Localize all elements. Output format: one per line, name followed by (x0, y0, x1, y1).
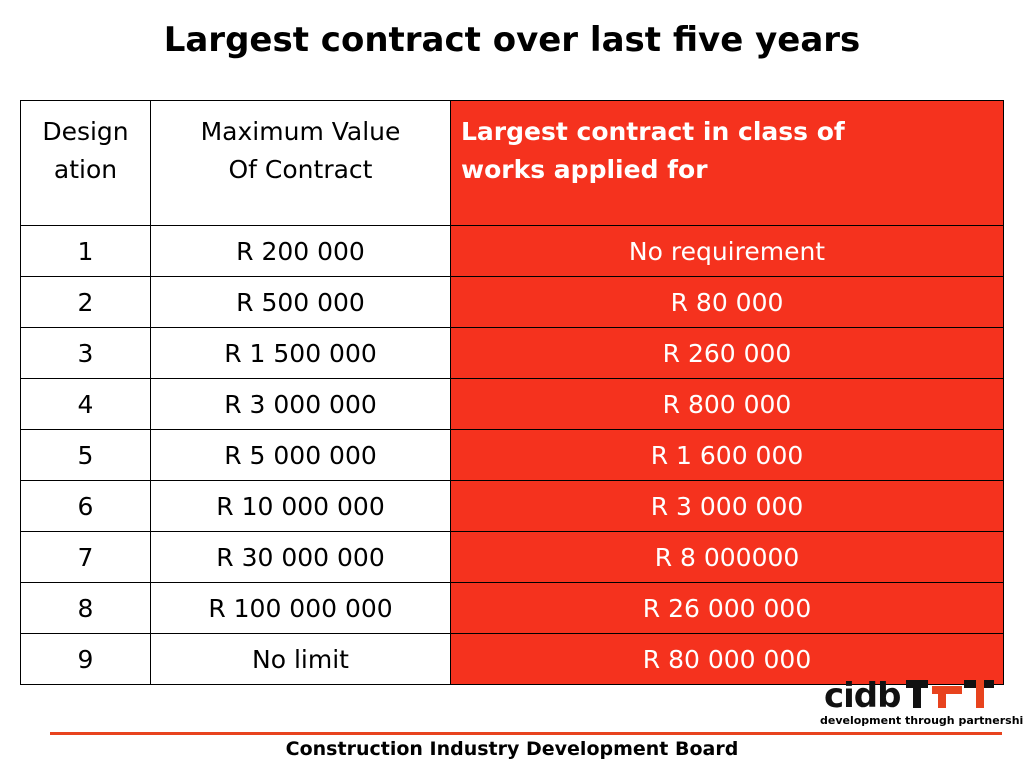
logo: cidb development through partnership (820, 676, 1024, 728)
table-cell: R 260 000 (450, 327, 1004, 379)
header-line: Design (42, 117, 129, 146)
table-cell: R 80 000 (450, 276, 1004, 328)
table-cell: R 8 000000 (450, 531, 1004, 583)
header-cell: Largest contract in class of works applie… (450, 100, 1004, 226)
header-line: ation (53, 155, 118, 184)
logo-block (913, 680, 921, 708)
table-cell: 3 (20, 327, 151, 379)
table-cell: No limit (150, 633, 451, 685)
table-cell: 6 (20, 480, 151, 532)
table-cell: 4 (20, 378, 151, 430)
logo-graphic (906, 680, 994, 708)
header-line: Maximum Value (200, 117, 401, 146)
header-line: works applied for (461, 155, 708, 184)
logo-word: cidb (824, 676, 901, 716)
contract-table: Design ation Maximum Value Of Contract Large… (20, 100, 1004, 685)
table-body: Design ation Maximum Value Of Contract Large… (20, 100, 1004, 685)
header-line: Largest contract in class of (461, 117, 845, 146)
table-cell: R 800 000 (450, 378, 1004, 430)
table-cell: 8 (20, 582, 151, 634)
table-cell: R 10 000 000 (150, 480, 451, 532)
table-cell: R 1 500 000 (150, 327, 451, 379)
footer-rule (50, 732, 1002, 735)
table-cell: 2 (20, 276, 151, 328)
header-cell: Maximum Value Of Contract (150, 100, 451, 226)
table-cell: 1 (20, 225, 151, 277)
table-cell: No requirement (450, 225, 1004, 277)
table-cell: R 500 000 (150, 276, 451, 328)
header-cell: Design ation (20, 100, 151, 226)
table-cell: R 200 000 (150, 225, 451, 277)
header-row: Design ation Maximum Value Of Contract Large… (20, 100, 1004, 226)
table-cell: 7 (20, 531, 151, 583)
table-cell: R 30 000 000 (150, 531, 451, 583)
footer: Construction Industry Development Board (285, 738, 739, 760)
table-cell: 9 (20, 633, 151, 685)
table-cell: R 100 000 000 (150, 582, 451, 634)
header-line: Of Contract (228, 155, 373, 184)
table-cell: R 1 600 000 (450, 429, 1004, 481)
logo-tagline: development through partnership (820, 714, 1024, 727)
logo-block (932, 686, 962, 694)
title: Largest contract over last five years (163, 20, 861, 60)
table-cell: R 80 000 000 (450, 633, 1004, 685)
logo-block (938, 686, 946, 708)
table-cell: R 3 000 000 (450, 480, 1004, 532)
table-row: 9 No limit R 80 000 000 (20, 633, 1004, 685)
table-cell: R 3 000 000 (150, 378, 451, 430)
table-cell: R 5 000 000 (150, 429, 451, 481)
table-cell: R 26 000 000 (450, 582, 1004, 634)
table-cell: 5 (20, 429, 151, 481)
logo-block (976, 680, 984, 708)
